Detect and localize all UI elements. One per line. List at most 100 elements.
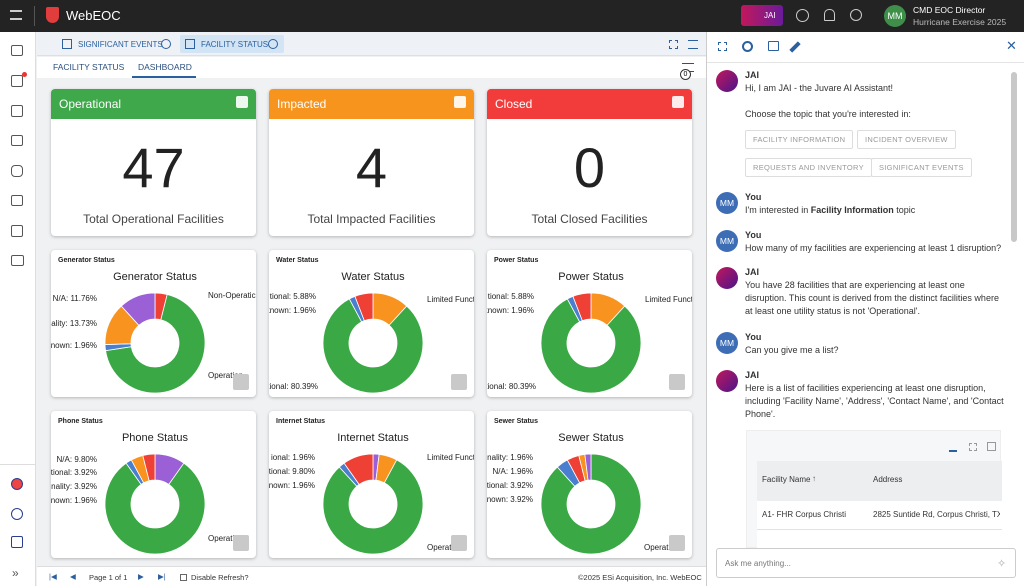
status-card: Operational 47 Total Operational Facilitie… (51, 89, 256, 236)
topic-button[interactable]: FACILITY INFORMATION (745, 130, 854, 149)
chat-close[interactable]: ✕ (1006, 38, 1017, 53)
chat-input[interactable]: Ask me anything... ✧ (716, 548, 1016, 578)
slice-label: Operati (427, 543, 453, 552)
slice-label: Limited Funct (645, 295, 692, 304)
fullscreen-icon[interactable] (669, 40, 678, 49)
sender: You (745, 192, 762, 202)
download-icon[interactable] (949, 443, 957, 452)
expand-button[interactable] (451, 374, 467, 390)
chat-placeholder: Ask me anything... (725, 559, 791, 568)
slice-label: known: 1.96% (269, 481, 315, 490)
pie-slice (540, 453, 642, 555)
expand-button[interactable] (233, 535, 249, 551)
nav-contacts[interactable] (11, 225, 23, 237)
expand-button[interactable] (669, 535, 685, 551)
status-card-header: Operational (51, 89, 256, 119)
pie-slice (104, 462, 206, 555)
card-icon (454, 96, 466, 108)
nav-files[interactable] (11, 255, 24, 266)
prev-page[interactable]: ◀ (70, 572, 76, 581)
expand-button[interactable] (233, 374, 249, 390)
status-card-header: Impacted (269, 89, 474, 119)
chart: Water Status Water Status Limited Funct tio… (269, 257, 474, 394)
nav-home[interactable] (11, 45, 23, 56)
tab-close[interactable] (161, 39, 171, 49)
app-name: WebEOC (66, 8, 121, 23)
chart-card: Sewer Status Sewer Status Operati known: 3.… (487, 411, 692, 558)
chart: Sewer Status Sewer Status Operati known: 3.… (487, 418, 685, 555)
status-card-title: Closed (495, 97, 533, 111)
nav-boards[interactable] (11, 75, 23, 87)
expand-button[interactable] (669, 374, 685, 390)
sort-icon: ↑ (812, 474, 816, 483)
chat-panel: ✕ Ask me anything... ✧ (706, 32, 1024, 586)
subtab[interactable]: FACILITY STATUS (53, 62, 125, 72)
message-part: topic (893, 205, 916, 215)
nav-alerts[interactable] (11, 195, 23, 206)
help-icon[interactable] (796, 9, 809, 22)
panel-title: Sewer Status (494, 418, 538, 425)
last-page[interactable]: ▶| (158, 572, 166, 581)
first-page[interactable]: |◀ (49, 572, 57, 581)
message-text: How many of my facilities are experienci… (745, 242, 1007, 255)
send-icon[interactable]: ✧ (997, 558, 1007, 570)
slice-label: tional: 9.80% (269, 467, 315, 476)
status-count: 0 (573, 136, 606, 199)
expand-icon[interactable] (969, 443, 977, 451)
divider (34, 6, 35, 26)
nav-expand[interactable]: » (12, 566, 19, 580)
row-divider (757, 529, 1002, 530)
panel-title: Power Status (494, 257, 538, 264)
status-count: 47 (122, 136, 185, 199)
chat-fullscreen[interactable] (718, 42, 727, 51)
chart: Generator Status Generator Status Non-Oper… (51, 257, 256, 394)
user-avatar[interactable]: MM (884, 5, 906, 27)
topic-button[interactable]: SIGNIFICANT EVENTS (871, 158, 972, 177)
expand-button[interactable] (451, 535, 467, 551)
sender: You (745, 230, 762, 240)
nav-chat[interactable] (11, 135, 23, 146)
tab-close[interactable] (268, 39, 278, 49)
status-caption: Total Operational Facilities (83, 212, 224, 226)
user-incident: Hurricane Exercise 2025 (913, 17, 1007, 27)
topic-button[interactable]: INCIDENT OVERVIEW (857, 130, 956, 149)
subtab-underline (132, 76, 196, 78)
nav-reports[interactable] (11, 536, 23, 548)
panel-title: Internet Status (276, 418, 325, 425)
settings-icon[interactable] (850, 9, 862, 21)
slice-label: known: 3.92% (487, 495, 533, 504)
sender: You (745, 332, 762, 342)
chat-settings[interactable] (742, 41, 753, 52)
pie-slice (142, 453, 156, 482)
active-tab[interactable] (180, 35, 284, 53)
nav-search[interactable] (11, 508, 23, 520)
nav-globe[interactable] (11, 478, 23, 490)
logo (46, 7, 59, 23)
tab[interactable]: FACILITY STATUS (201, 40, 269, 49)
assistant-button[interactable]: JAI (741, 5, 783, 26)
pie-slice (354, 292, 374, 322)
topic-button[interactable]: REQUESTS AND INVENTORY (745, 158, 872, 177)
result-table (746, 430, 1002, 549)
nav-plugins[interactable] (11, 165, 23, 177)
refresh-label: Disable Refresh? (191, 573, 249, 582)
notification-icon[interactable] (824, 9, 835, 21)
panel-title: Water Status (276, 257, 319, 264)
refresh-checkbox[interactable] (180, 574, 187, 581)
tab[interactable]: SIGNIFICANT EVENTS (78, 40, 163, 49)
chat-history[interactable] (768, 41, 779, 51)
pie-slice (105, 294, 206, 394)
menu-icon[interactable] (10, 10, 22, 20)
chart: Power Status Power Status Limited Funct tio… (487, 257, 692, 394)
chat-edit[interactable] (789, 41, 801, 53)
pagination: Page 1 of 1 (89, 573, 128, 582)
slice-label: Operati (208, 534, 234, 543)
search-list-icon[interactable] (688, 40, 698, 49)
subtab[interactable]: DASHBOARD (138, 62, 192, 72)
message-text: Here is a list of facilities experiencin… (745, 382, 1007, 421)
open-icon[interactable] (987, 442, 996, 451)
scrollbar (1011, 72, 1017, 242)
nav-map[interactable] (11, 105, 23, 117)
next-page[interactable]: ▶ (138, 572, 144, 581)
